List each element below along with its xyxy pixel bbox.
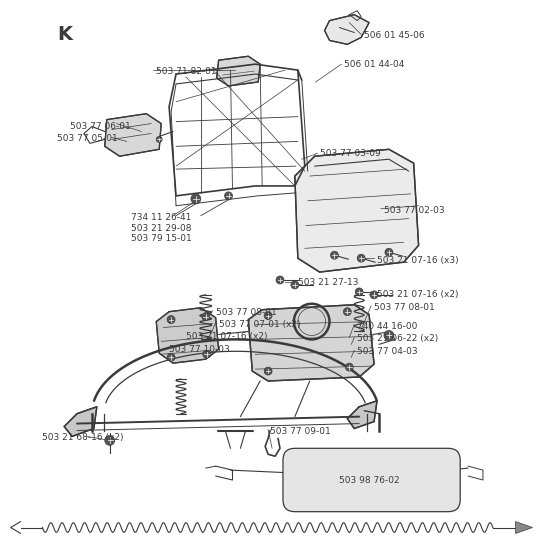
Text: 503 21 29-08: 503 21 29-08 xyxy=(132,223,192,232)
Polygon shape xyxy=(248,305,374,381)
Polygon shape xyxy=(347,401,377,428)
Circle shape xyxy=(264,312,272,320)
Text: 734 11 26-41: 734 11 26-41 xyxy=(132,213,192,222)
Circle shape xyxy=(384,330,394,340)
Circle shape xyxy=(276,276,284,284)
Polygon shape xyxy=(105,114,161,156)
Text: 503 77 08-01: 503 77 08-01 xyxy=(216,308,277,317)
Text: 503 21 07-16 (x2): 503 21 07-16 (x2) xyxy=(186,333,268,342)
Text: 503 98 76-02: 503 98 76-02 xyxy=(339,476,400,485)
FancyBboxPatch shape xyxy=(283,449,460,512)
Text: 503 21 27-13: 503 21 27-13 xyxy=(298,278,358,287)
Polygon shape xyxy=(64,407,97,436)
Text: 503 77 05-01: 503 77 05-01 xyxy=(57,134,118,143)
Polygon shape xyxy=(217,56,260,86)
Text: 503 77 03-09: 503 77 03-09 xyxy=(320,150,380,158)
Polygon shape xyxy=(156,308,218,363)
Circle shape xyxy=(105,436,115,445)
Polygon shape xyxy=(295,150,419,272)
Circle shape xyxy=(156,137,162,142)
Circle shape xyxy=(225,192,232,200)
Text: 503 77 09-01: 503 77 09-01 xyxy=(270,427,331,436)
Text: 503 77 06-01: 503 77 06-01 xyxy=(70,122,131,130)
Circle shape xyxy=(370,291,378,299)
Text: 503 77 07-01 (x2): 503 77 07-01 (x2) xyxy=(218,320,300,329)
Text: 503 77 10-03: 503 77 10-03 xyxy=(169,346,230,354)
Text: 503 77 08-01: 503 77 08-01 xyxy=(374,303,435,312)
Text: 503 21 06-22 (x2): 503 21 06-22 (x2) xyxy=(357,334,438,343)
Text: 503 77 04-03: 503 77 04-03 xyxy=(357,347,418,356)
Text: 506 01 45-06: 506 01 45-06 xyxy=(364,30,425,40)
Circle shape xyxy=(346,363,353,371)
Text: 740 44 16-00: 740 44 16-00 xyxy=(357,321,418,330)
Circle shape xyxy=(343,308,351,316)
Circle shape xyxy=(167,353,175,361)
Text: 503 79 15-01: 503 79 15-01 xyxy=(132,235,192,244)
Circle shape xyxy=(203,351,211,358)
Circle shape xyxy=(355,288,363,296)
Text: 503 71 82-01: 503 71 82-01 xyxy=(156,67,217,76)
Text: K: K xyxy=(57,25,72,44)
Circle shape xyxy=(357,254,365,262)
Circle shape xyxy=(291,281,299,289)
Circle shape xyxy=(167,316,175,324)
Text: 503 21 07-16 (x3): 503 21 07-16 (x3) xyxy=(377,256,459,265)
Circle shape xyxy=(330,251,338,259)
Circle shape xyxy=(385,248,393,256)
Polygon shape xyxy=(325,15,369,44)
Circle shape xyxy=(191,194,201,204)
Text: 503 21 07-16 (x2): 503 21 07-16 (x2) xyxy=(377,290,459,299)
Text: 506 01 44-04: 506 01 44-04 xyxy=(344,60,405,69)
Circle shape xyxy=(264,367,272,375)
Polygon shape xyxy=(516,521,533,534)
Text: 503 77 02-03: 503 77 02-03 xyxy=(384,206,445,214)
Circle shape xyxy=(202,312,209,320)
Text: 503 21 68-16 (x2): 503 21 68-16 (x2) xyxy=(43,433,124,442)
